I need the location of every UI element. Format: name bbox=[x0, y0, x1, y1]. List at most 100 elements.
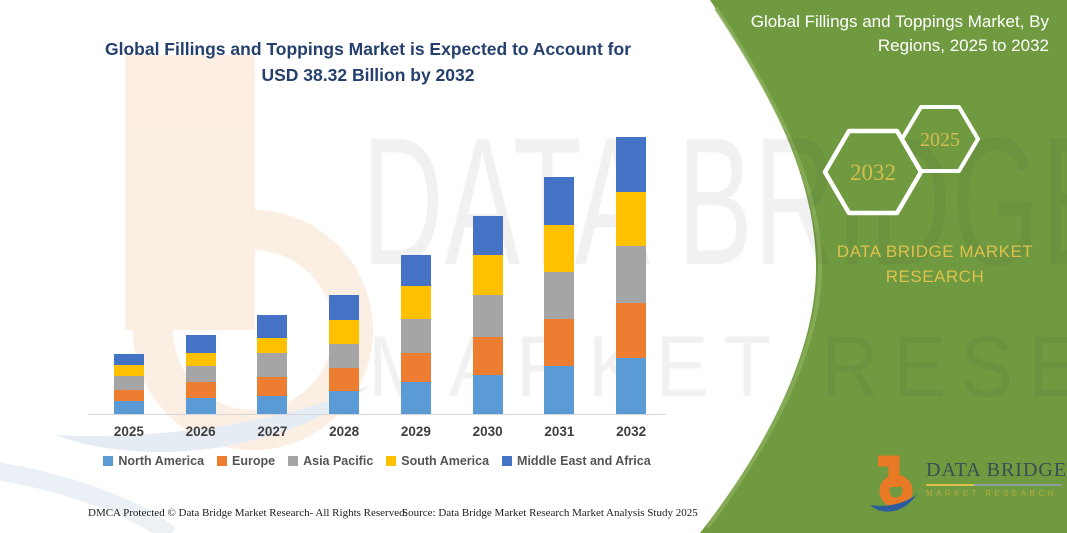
bar-stack-2026 bbox=[185, 335, 216, 414]
bar-segment-europe bbox=[616, 302, 647, 358]
chart-title-line1: Global Fillings and Toppings Market is E… bbox=[104, 39, 632, 59]
bar-segment-europe bbox=[257, 376, 288, 396]
brand-text-line2: RESEARCH bbox=[885, 267, 985, 286]
chart-title: Global Fillings and Toppings Market is E… bbox=[88, 36, 648, 88]
legend-swatch-south-america bbox=[386, 456, 397, 466]
legend-item-south-america: South America bbox=[386, 454, 489, 468]
legend-swatch-north-america bbox=[103, 456, 114, 466]
legend-item-europe: Europe bbox=[217, 454, 275, 468]
bar-segment-north-america bbox=[544, 365, 575, 414]
bar-segment-north-america bbox=[257, 395, 288, 414]
bar-segment-south-america bbox=[257, 337, 288, 354]
legend-label-middle-east-and-africa: Middle East and Africa bbox=[517, 454, 651, 468]
logo-text-block: DATA BRIDGE MARKET RESEARCH bbox=[926, 459, 1067, 498]
bar-segment-asia-pacific bbox=[185, 365, 216, 383]
bar-column-2030 bbox=[452, 137, 524, 414]
bar-segment-middle-east-and-africa bbox=[185, 335, 216, 354]
bar-column-2026 bbox=[165, 137, 237, 414]
bar-segment-north-america bbox=[400, 382, 431, 414]
logo-divider-rule bbox=[926, 484, 1062, 486]
chart-title-line2: USD 38.32 Billion by 2032 bbox=[261, 65, 475, 85]
legend-item-north-america: North America bbox=[103, 454, 204, 468]
legend-swatch-middle-east-and-africa bbox=[502, 456, 513, 466]
bar-segment-middle-east-and-africa bbox=[616, 137, 647, 193]
bar-segment-europe bbox=[472, 336, 503, 375]
bar-segment-asia-pacific bbox=[257, 353, 288, 377]
bar-segment-north-america bbox=[472, 374, 503, 414]
legend-item-asia-pacific: Asia Pacific bbox=[288, 454, 373, 468]
x-axis-labels: 2025 2026 2027 2028 2029 2030 2031 2032 bbox=[93, 424, 667, 439]
x-axis-label-2025: 2025 bbox=[113, 424, 144, 439]
bar-stack-2029 bbox=[400, 255, 431, 414]
footer-source-text: Source: Data Bridge Market Research Mark… bbox=[402, 507, 698, 519]
bar-segment-south-america bbox=[329, 320, 360, 345]
bar-stack-2032 bbox=[616, 137, 647, 414]
bar-segment-south-america bbox=[400, 286, 431, 320]
bar-segment-asia-pacific bbox=[472, 295, 503, 337]
bar-segment-europe bbox=[400, 353, 431, 383]
x-axis-label-2032: 2032 bbox=[616, 424, 647, 439]
data-bridge-logo-icon bbox=[870, 455, 917, 512]
bar-stack-2028 bbox=[329, 294, 360, 414]
bar-segment-south-america bbox=[544, 225, 575, 272]
chart-legend: North America Europe Asia Pacific South Ame… bbox=[80, 454, 674, 468]
bar-segment-middle-east-and-africa bbox=[400, 255, 431, 287]
brand-text-line1: DATA BRIDGE MARKET bbox=[836, 242, 1034, 261]
legend-item-middle-east-and-africa: Middle East and Africa bbox=[502, 454, 651, 468]
x-axis-label-2028: 2028 bbox=[329, 424, 360, 439]
bar-stack-2030 bbox=[472, 216, 503, 414]
bar-column-2027 bbox=[237, 137, 309, 414]
logo-name-text: DATA BRIDGE bbox=[926, 459, 1067, 481]
bar-segment-north-america bbox=[329, 391, 360, 414]
bar-segment-north-america bbox=[185, 398, 216, 414]
bar-segment-asia-pacific bbox=[400, 319, 431, 354]
x-axis-line bbox=[88, 414, 666, 415]
watermark-corner-arc bbox=[0, 462, 176, 533]
bar-column-2025 bbox=[93, 137, 165, 414]
bar-segment-europe bbox=[113, 389, 144, 402]
panel-heading-line1: Global Fillings and Toppings Market, By bbox=[750, 12, 1049, 31]
bar-stack-2031 bbox=[544, 176, 575, 414]
bar-column-2032 bbox=[595, 137, 667, 414]
bar-segment-asia-pacific bbox=[329, 344, 360, 369]
bar-segment-asia-pacific bbox=[616, 246, 647, 303]
bar-segment-north-america bbox=[113, 401, 144, 414]
legend-swatch-asia-pacific bbox=[288, 456, 299, 466]
x-axis-label-2027: 2027 bbox=[257, 424, 288, 439]
legend-label-south-america: South America bbox=[401, 454, 490, 468]
legend-label-europe: Europe bbox=[232, 454, 276, 468]
bar-segment-south-america bbox=[616, 192, 647, 247]
logo-b-bowl bbox=[879, 474, 913, 508]
legend-label-asia-pacific: Asia Pacific bbox=[303, 454, 374, 468]
x-axis-label-2029: 2029 bbox=[400, 424, 431, 439]
panel-heading: Global Fillings and Toppings Market, By … bbox=[669, 10, 1049, 58]
bar-segment-europe bbox=[544, 319, 575, 366]
data-bridge-logo: DATA BRIDGE MARKET RESEARCH bbox=[868, 449, 1067, 521]
bar-segment-south-america bbox=[185, 353, 216, 366]
bar-segment-asia-pacific bbox=[544, 271, 575, 320]
bar-segment-north-america bbox=[616, 357, 647, 414]
bar-column-2029 bbox=[380, 137, 452, 414]
x-axis-label-2031: 2031 bbox=[544, 424, 575, 439]
bar-stack-2025 bbox=[113, 354, 144, 414]
bar-segment-south-america bbox=[472, 255, 503, 296]
legend-label-north-america: North America bbox=[118, 454, 205, 468]
bar-segment-middle-east-and-africa bbox=[472, 216, 503, 256]
x-axis-label-2030: 2030 bbox=[472, 424, 503, 439]
bar-column-2028 bbox=[308, 137, 380, 414]
bar-segment-middle-east-and-africa bbox=[329, 294, 360, 321]
bar-segment-middle-east-and-africa bbox=[113, 354, 144, 366]
panel-heading-line2: Regions, 2025 to 2032 bbox=[877, 36, 1049, 55]
bar-segment-middle-east-and-africa bbox=[544, 176, 575, 226]
bar-column-2031 bbox=[524, 137, 596, 414]
bar-segment-south-america bbox=[113, 365, 144, 376]
bar-segment-asia-pacific bbox=[113, 375, 144, 390]
bar-stack-2027 bbox=[257, 315, 288, 414]
footer-dmca-text: DMCA Protected © Data Bridge Market Rese… bbox=[88, 507, 408, 519]
bar-segment-europe bbox=[329, 368, 360, 392]
bar-chart-plot-area bbox=[93, 137, 667, 414]
logo-subtext: MARKET RESEARCH bbox=[926, 489, 1057, 498]
bar-segment-europe bbox=[185, 382, 216, 399]
legend-swatch-europe bbox=[217, 456, 228, 466]
